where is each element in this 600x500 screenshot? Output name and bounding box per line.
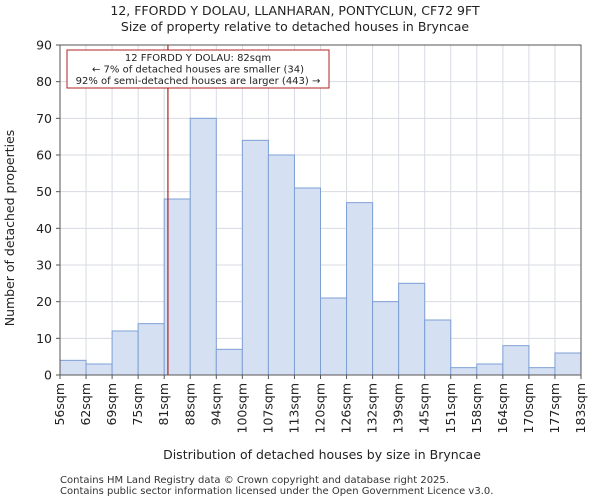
x-tick-label: 113sqm	[286, 383, 301, 433]
x-tick-label: 170sqm	[521, 383, 536, 433]
histogram-bar	[293, 187, 322, 376]
histogram-bar	[502, 345, 530, 376]
x-tick-label: 126sqm	[339, 383, 354, 433]
histogram-bar	[189, 117, 217, 376]
y-axis-label: Number of detached properties	[2, 130, 17, 327]
x-axis-label: Distribution of detached houses by size …	[163, 447, 481, 462]
histogram-bar	[163, 198, 191, 376]
annotation-text: 12 FFORDD Y DOLAU: 82sqm	[125, 53, 271, 64]
annotation-box	[66, 49, 330, 89]
histogram-bar	[215, 348, 243, 376]
histogram-bar	[267, 154, 295, 376]
histogram-bar	[241, 139, 269, 376]
bars	[59, 117, 582, 376]
x-tick-label: 139sqm	[391, 383, 406, 433]
histogram-bar	[346, 202, 374, 376]
x-tick-label: 100sqm	[234, 383, 249, 433]
x-tick-label: 183sqm	[573, 383, 588, 433]
x-tick-label: 56sqm	[52, 383, 67, 426]
x-tick-label: 69sqm	[104, 383, 119, 426]
histogram-bar	[424, 319, 452, 376]
histogram-bar	[476, 363, 504, 376]
histogram-bar	[137, 323, 165, 376]
y-tick-label: 20	[36, 294, 52, 309]
y-tick-label: 30	[36, 258, 52, 273]
histogram-bar	[59, 359, 87, 376]
y-tick-label: 90	[36, 38, 52, 53]
histogram-bar	[111, 330, 139, 376]
x-tick-label: 177sqm	[547, 383, 562, 433]
x-tick-label: 145sqm	[417, 383, 432, 433]
y-tick-label: 0	[44, 368, 52, 383]
histogram-bar	[372, 301, 400, 376]
x-tick-label: 107sqm	[260, 383, 275, 433]
x-tick-label: 62sqm	[78, 383, 93, 426]
y-tick-label: 40	[36, 221, 52, 236]
chart-title: 12, FFORDD Y DOLAU, LLANHARAN, PONTYCLUN…	[110, 3, 480, 18]
x-tick-label: 120sqm	[313, 383, 328, 433]
y-tick-labels: 0 10 20 30 40 50 60 70 80 90	[36, 38, 60, 383]
property-marker: 12 FFORDD Y DOLAU: 82sqm← 7% of detached…	[66, 45, 330, 375]
x-tick-labels: 56sqm 62sqm 69sqm 75sqm 81sqm 88sqm 94sqm 100sq…	[52, 375, 588, 433]
x-tick-label: 88sqm	[182, 383, 197, 426]
y-tick-label: 70	[36, 111, 52, 126]
annotation-text: ← 7% of detached houses are smaller (34)	[92, 65, 304, 76]
annotation-text: 92% of semi-detached houses are larger (…	[76, 76, 321, 87]
footer-line-1: Contains HM Land Registry data © Crown c…	[60, 475, 449, 486]
y-tick-label: 50	[36, 184, 52, 199]
x-tick-label: 158sqm	[469, 383, 484, 433]
chart-subtitle: Size of property relative to detached ho…	[121, 19, 469, 34]
y-tick-label: 10	[36, 331, 52, 346]
histogram-bar	[450, 367, 478, 376]
x-tick-label: 151sqm	[443, 383, 458, 433]
histogram-bar	[320, 297, 348, 376]
x-tick-label: 94sqm	[208, 383, 223, 426]
footer-line-2: Contains public sector information licen…	[60, 486, 493, 497]
x-tick-label: 164sqm	[495, 383, 510, 433]
x-tick-label: 75sqm	[130, 383, 145, 426]
x-tick-label: 81sqm	[156, 383, 171, 426]
x-tick-label: 132sqm	[365, 383, 380, 433]
histogram-bar	[554, 352, 582, 376]
histogram-bar	[528, 367, 556, 376]
histogram-bar	[398, 282, 426, 376]
histogram-bar	[85, 363, 113, 376]
y-tick-label: 80	[36, 74, 52, 89]
y-tick-label: 60	[36, 148, 52, 163]
